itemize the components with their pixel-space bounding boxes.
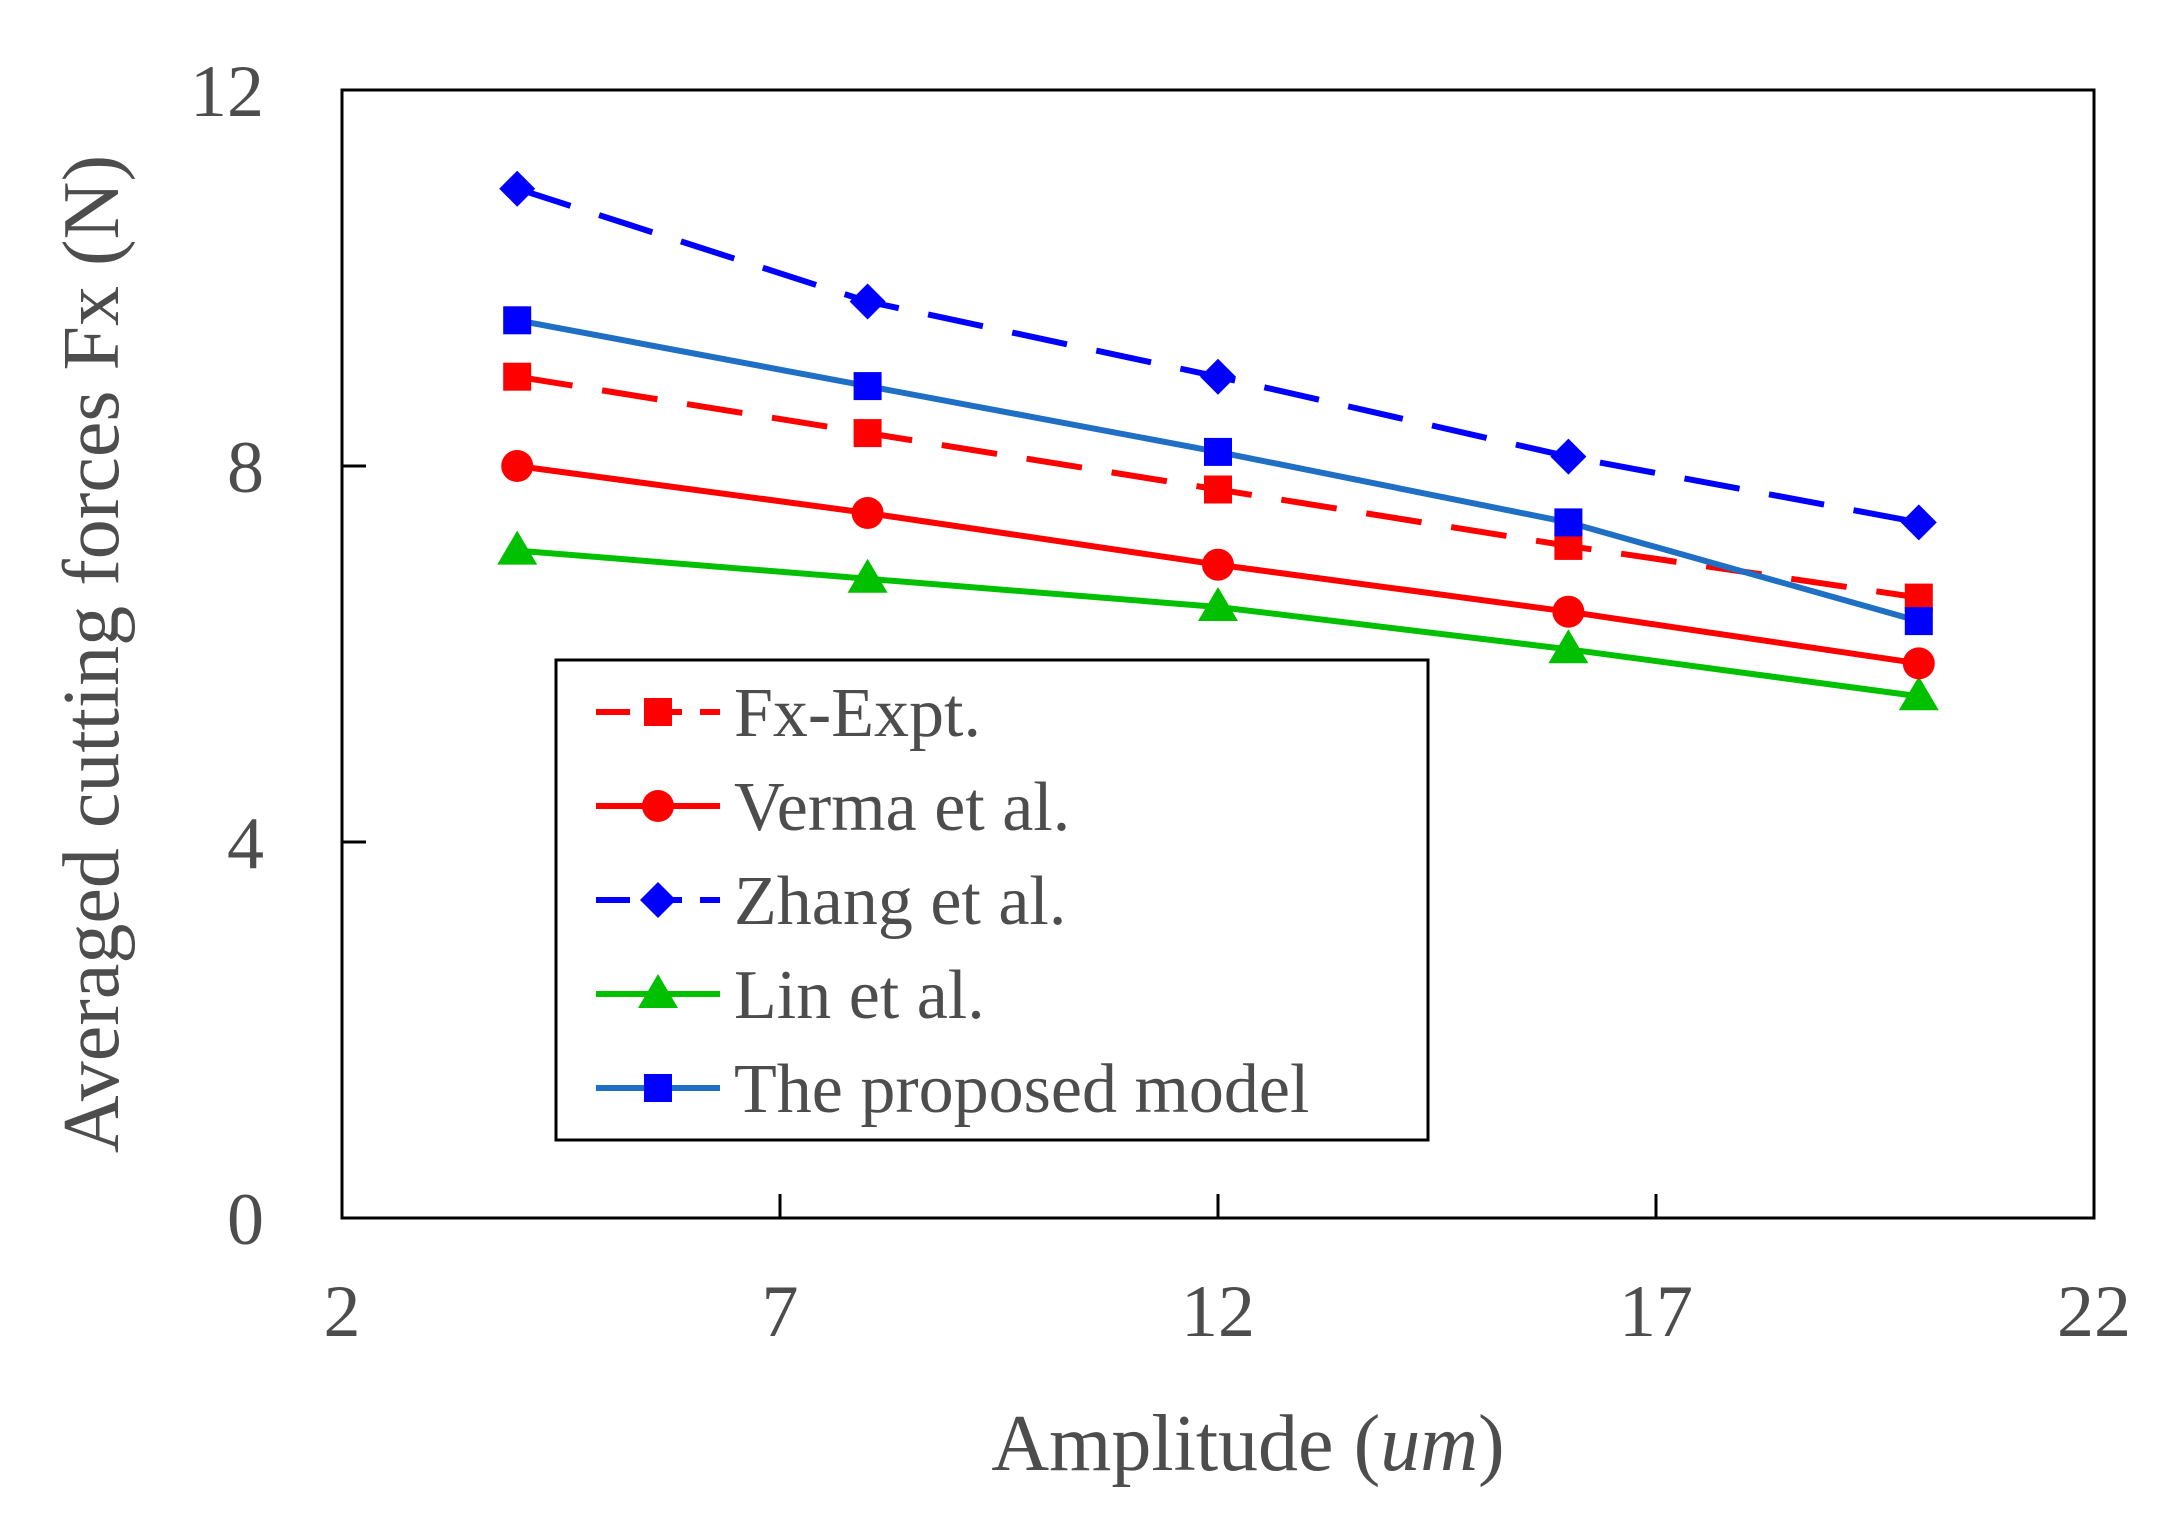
data-point-verma-et-al	[501, 450, 534, 482]
legend: Fx-Expt. Verma et al. Zhang et al. Lin et a…	[554, 658, 1430, 1142]
y-axis-label: Averaged cutting forces Fx (N)	[48, 155, 136, 1153]
y-tick-label: 8	[227, 427, 264, 509]
data-point-fx-expt	[1204, 475, 1232, 504]
x-axis-label-unit: um	[1380, 1400, 1478, 1488]
series-fx-expt	[503, 362, 1933, 612]
series-layer	[497, 170, 1939, 711]
series-zhang-et-al	[499, 170, 1937, 541]
data-point-fx-expt	[1554, 531, 1583, 560]
legend-entry-lin-et-al: Lin et al.	[596, 957, 985, 1034]
series-line-zhang-et-al	[516, 185, 1920, 526]
legend-label: The proposed model	[734, 1051, 1309, 1128]
data-point-lin-et-al	[1898, 676, 1939, 711]
legend-entry-the-proposed-model: The proposed model	[596, 1051, 1309, 1128]
legend-label: Lin et al.	[734, 957, 985, 1034]
data-point-verma-et-al	[1202, 548, 1234, 581]
legend-entry-verma-et-al: Verma et al.	[596, 769, 1070, 846]
data-point-the-proposed-model	[853, 372, 882, 401]
legend-marker	[638, 974, 678, 1008]
legend-marker	[640, 882, 676, 918]
x-axis-label-text: Amplitude (	[991, 1400, 1380, 1488]
x-tick-label: 12	[1181, 1271, 1255, 1353]
legend-label: Zhang et al.	[734, 863, 1066, 940]
data-point-the-proposed-model	[503, 306, 532, 335]
legend-entry-zhang-et-al: Zhang et al.	[596, 863, 1066, 940]
legend-label: Fx-Expt.	[734, 675, 981, 752]
data-point-fx-expt	[503, 362, 532, 391]
legend-label: Verma et al.	[734, 769, 1070, 846]
data-point-verma-et-al	[1552, 595, 1585, 628]
x-axis-label-close: )	[1478, 1400, 1505, 1488]
legend-marker	[642, 790, 674, 822]
data-point-lin-et-al	[1548, 629, 1589, 664]
data-point-zhang-et-al	[849, 283, 886, 320]
data-point-fx-expt	[1904, 583, 1933, 612]
data-point-zhang-et-al	[1900, 504, 1937, 541]
series-lin-et-al	[497, 530, 1939, 711]
x-tick-label: 17	[1619, 1271, 1693, 1353]
data-point-zhang-et-al	[499, 170, 536, 207]
data-point-the-proposed-model	[1904, 607, 1933, 636]
data-point-zhang-et-al	[1200, 358, 1236, 395]
data-point-lin-et-al	[847, 558, 888, 593]
data-point-zhang-et-al	[1550, 438, 1587, 475]
x-axis-label: Amplitude (um)	[991, 1400, 1504, 1488]
y-tick-label: 12	[190, 51, 264, 133]
data-point-the-proposed-model	[1554, 508, 1583, 537]
y-tick-label: 0	[227, 1179, 264, 1261]
data-point-lin-et-al	[497, 530, 538, 565]
legend-marker	[644, 698, 672, 726]
legend-marker	[644, 1074, 672, 1102]
data-point-lin-et-al	[1198, 587, 1238, 621]
x-tick-label: 22	[2057, 1271, 2131, 1353]
series-verma-et-al	[501, 450, 1935, 680]
legend-entry-fx-expt: Fx-Expt.	[596, 675, 981, 752]
x-tick-label: 7	[762, 1271, 799, 1353]
data-point-verma-et-al	[1902, 647, 1935, 680]
data-point-the-proposed-model	[1204, 437, 1232, 466]
series-the-proposed-model	[503, 306, 1933, 636]
data-point-fx-expt	[853, 419, 882, 448]
tick-marks	[342, 464, 1658, 1218]
tick-labels: 2 7 12 17 22 0 4 8 12	[190, 51, 2131, 1353]
x-tick-label: 2	[324, 1271, 361, 1353]
y-tick-label: 4	[227, 803, 264, 885]
data-point-verma-et-al	[851, 497, 884, 529]
